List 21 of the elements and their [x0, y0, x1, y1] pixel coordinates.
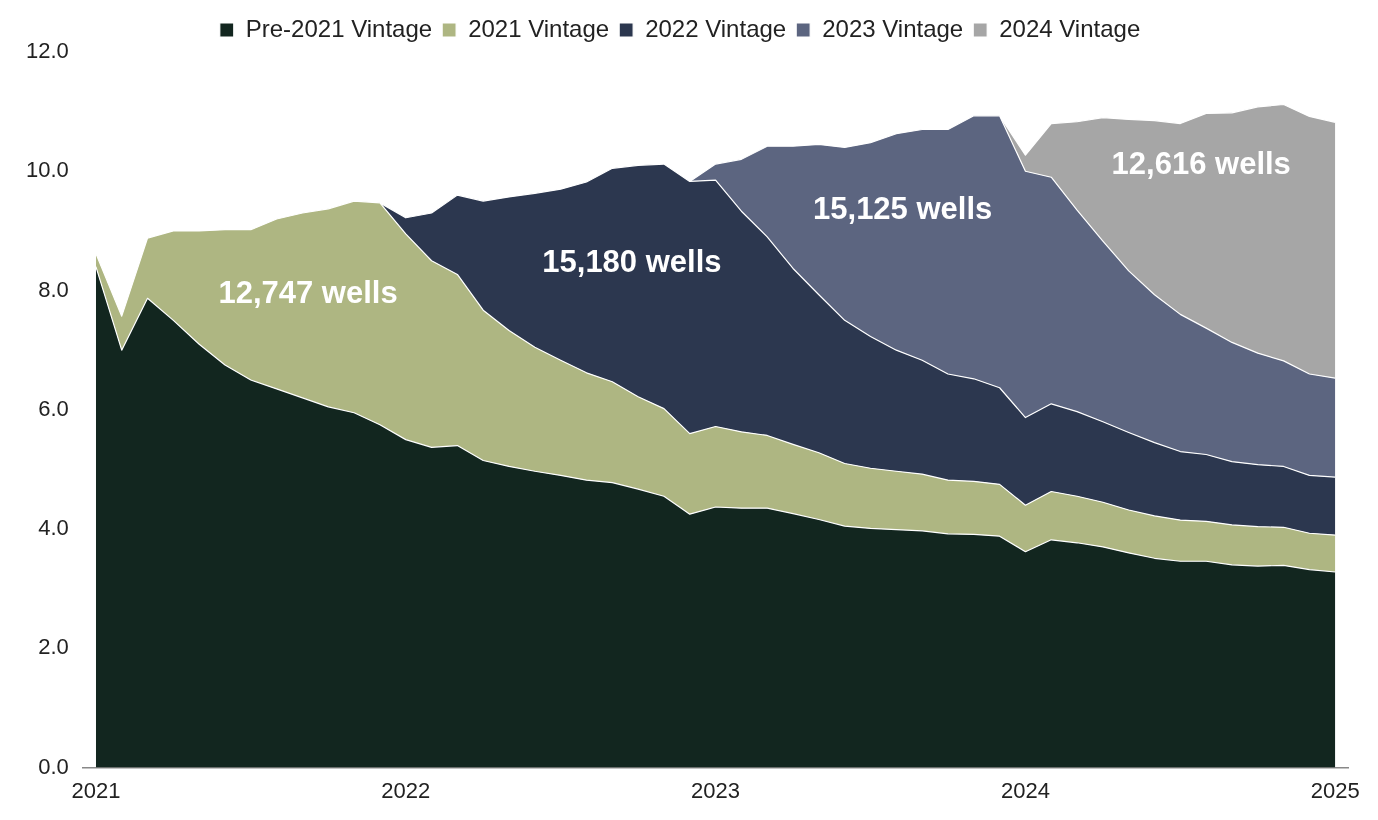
annotation: 12,747 wells	[218, 275, 398, 311]
y-tick-label: 0.0	[38, 753, 69, 779]
annotation: 12,616 wells	[1111, 145, 1291, 181]
y-tick-label: 10.0	[25, 157, 69, 183]
y-tick-label: 12.0	[25, 38, 69, 64]
legend-label: 2023 Vintage	[822, 14, 964, 42]
legend-label: Pre-2021 Vintage	[245, 14, 433, 42]
y-tick-label: 6.0	[38, 395, 69, 421]
annotation: 15,180 wells	[542, 243, 722, 279]
y-tick-label: 8.0	[38, 276, 69, 302]
x-tick-label: 2025	[1310, 777, 1360, 803]
x-tick-label: 2022	[381, 777, 431, 803]
y-tick-label: 2.0	[38, 634, 69, 660]
legend-label: 2024 Vintage	[999, 14, 1141, 42]
legend-label: 2022 Vintage	[645, 14, 787, 42]
y-tick-label: 4.0	[38, 515, 69, 541]
annotation: 15,125 wells	[813, 190, 993, 226]
x-tick-label: 2024	[1000, 777, 1050, 803]
x-tick-label: 2023	[691, 777, 741, 803]
x-tick-label: 2021	[71, 777, 121, 803]
legend-label: 2021 Vintage	[468, 14, 610, 42]
